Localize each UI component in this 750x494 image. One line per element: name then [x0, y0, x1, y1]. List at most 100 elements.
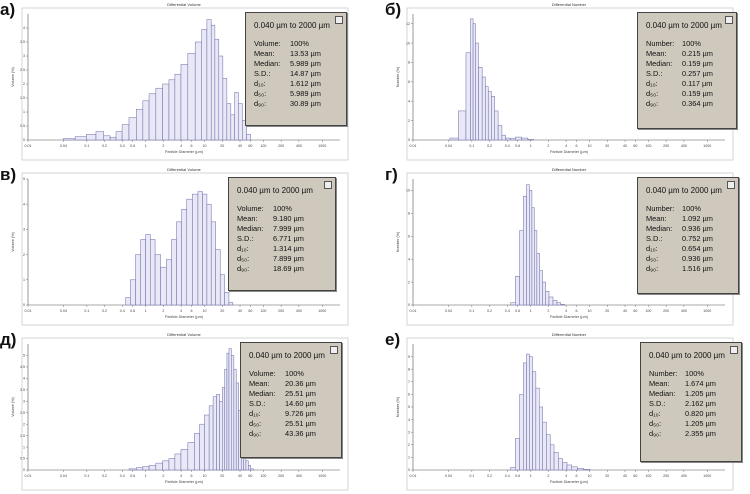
bar [449, 137, 459, 141]
stats-key: d₉₀: [649, 429, 662, 438]
bar [532, 371, 537, 471]
x-tick-label: 4 [565, 309, 567, 313]
bar [242, 120, 247, 141]
stats-value: 1.205 µm [685, 419, 716, 428]
bar [245, 460, 249, 471]
panel-label: б) [385, 0, 402, 19]
x-tick-label: 20 [605, 144, 609, 148]
stats-key: d₁₀: [646, 79, 658, 88]
stats-key: d₁₀: [649, 409, 661, 418]
x-tick-label: 1 [530, 309, 532, 313]
bar [481, 76, 486, 141]
x-axis-label: Particle Diameter (µm) [550, 150, 589, 154]
close-icon[interactable] [727, 181, 735, 189]
stats-key: d₅₀: [237, 254, 250, 263]
x-tick-label: 0.04 [60, 309, 67, 313]
stats-value: 2.355 µm [685, 429, 716, 438]
stats-row: Median: 7.999 µm [237, 224, 304, 234]
x-tick-label: 40 [623, 309, 627, 313]
bar [210, 221, 216, 306]
x-tick-label: 40 [238, 474, 242, 478]
y-tick-label: 8 [408, 367, 410, 371]
close-icon[interactable] [324, 181, 332, 189]
x-axis-label: Particle Diameter (µm) [165, 315, 204, 319]
bar [155, 87, 163, 141]
bar [521, 137, 529, 141]
x-tick-label: 40 [238, 144, 242, 148]
y-tick-label: 0 [23, 138, 25, 142]
close-icon[interactable] [730, 346, 738, 354]
bar [535, 387, 540, 471]
bar [206, 203, 212, 306]
stats-key: d₉₀: [249, 429, 262, 438]
y-tick-label: 2 [23, 82, 25, 86]
bar [128, 117, 137, 141]
x-tick-label: 6 [576, 144, 578, 148]
x-tick-label: 0.2 [102, 309, 107, 313]
bar [556, 302, 562, 306]
close-icon[interactable] [330, 346, 338, 354]
x-tick-label: 0.01 [410, 144, 417, 148]
y-tick-label: 1 [23, 278, 25, 282]
x-tick-label: 20 [605, 309, 609, 313]
bar [510, 467, 516, 471]
stats-key: Median: [649, 389, 676, 398]
stats-row: d₅₀: 7.899 µm [237, 254, 304, 264]
y-tick-label: 5 [408, 405, 410, 409]
y-tick-label: 1 [23, 110, 25, 114]
x-tick-label: 200 [278, 144, 284, 148]
x-tick-label: 1000 [318, 144, 326, 148]
x-tick-label: 40 [623, 144, 627, 148]
bar [95, 131, 104, 141]
bar [74, 136, 87, 141]
x-tick-label: 400 [681, 474, 687, 478]
stats-value: 14.87 µm [290, 69, 321, 78]
bar [214, 38, 220, 141]
y-tick-label: 6 [408, 234, 410, 238]
bar [515, 276, 520, 306]
stats-key: d₅₀: [254, 89, 267, 98]
stats-key: Volume: [237, 204, 264, 213]
x-tick-label: 0.01 [410, 309, 417, 313]
stats-row: Mean: 20.36 µm [249, 379, 316, 389]
stats-key: Mean: [237, 214, 258, 223]
stats-key: d₅₀: [646, 254, 659, 263]
y-tick-label: 0 [23, 303, 25, 307]
stats-row: d₉₀: 30.89 µm [254, 99, 321, 109]
bar [497, 125, 503, 141]
stats-row: d₁₀: 9.726 µm [249, 409, 316, 419]
stats-value: 1.674 µm [685, 379, 716, 388]
stats-key: Mean: [649, 379, 670, 388]
stats-range: 0.040 µm to 2000 µm [646, 21, 722, 30]
x-tick-label: 100 [645, 144, 651, 148]
close-icon[interactable] [335, 16, 343, 24]
bar [187, 52, 196, 141]
bar [515, 136, 522, 141]
stats-value: 13.53 µm [290, 49, 321, 58]
stats-value: 5.989 µm [290, 59, 321, 68]
bar [224, 368, 228, 471]
bar [174, 73, 182, 141]
x-tick-label: 0.6 [515, 144, 520, 148]
x-tick-label: 10 [588, 144, 592, 148]
x-tick-label: 0.01 [25, 474, 32, 478]
stats-box: 0.040 µm to 2000 µm Number: 100% Mean: 1.674… [640, 342, 742, 462]
x-tick-label: 1000 [318, 309, 326, 313]
x-tick-label: 0.1 [84, 474, 89, 478]
stats-key: Median: [646, 59, 673, 68]
x-tick-label: 2 [547, 474, 549, 478]
stats-value: 1.314 µm [273, 244, 304, 253]
close-icon[interactable] [725, 16, 733, 24]
bar [238, 103, 243, 141]
x-tick-label: 20 [605, 474, 609, 478]
panel-label: д) [0, 330, 17, 349]
y-tick-label: 1.5 [20, 96, 25, 100]
x-tick-label: 200 [663, 144, 669, 148]
y-tick-label: 10 [406, 189, 410, 193]
bar [197, 191, 203, 306]
x-tick-label: 0.1 [469, 309, 474, 313]
bar [194, 433, 200, 471]
x-tick-label: 0.4 [505, 309, 510, 313]
bar [226, 352, 230, 471]
stats-box: 0.040 µm to 2000 µm Volume: 100% Mean: 13.53… [245, 12, 347, 126]
